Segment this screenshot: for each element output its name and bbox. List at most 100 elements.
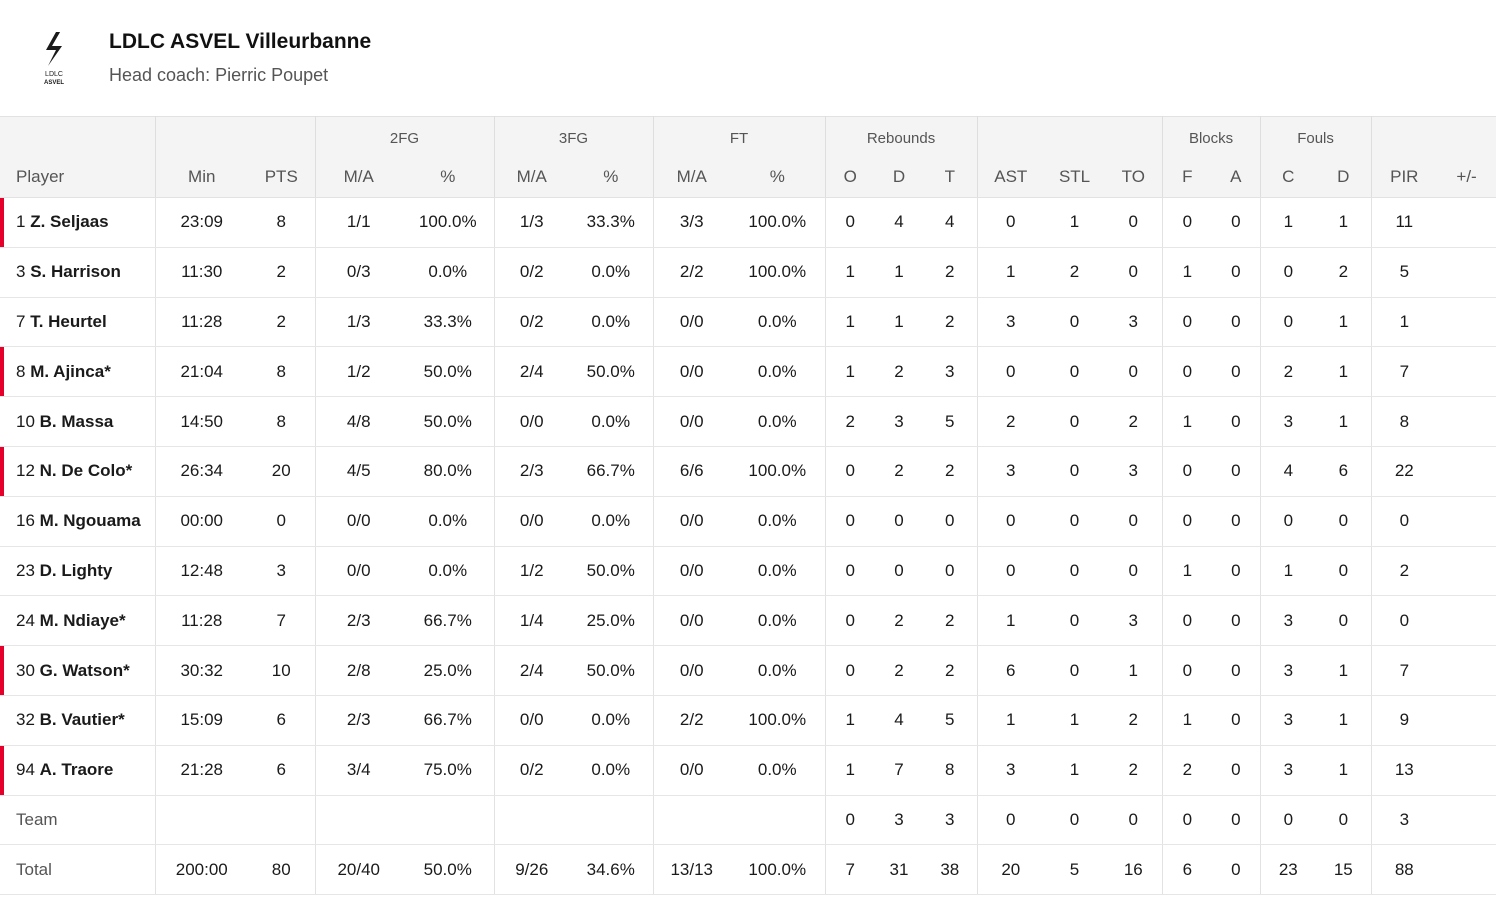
col-plus-minus-header: +/-	[1437, 156, 1496, 198]
col-reb-o-cell: 1	[824, 297, 876, 348]
col-3fg-pct-cell: 33.3%	[569, 197, 653, 248]
player-number: 1	[16, 212, 26, 232]
col-fouls-c-cell: 0	[1259, 496, 1317, 547]
col-ft-ma-cell: 0/0	[652, 595, 730, 647]
col-plus-minus-cell	[1437, 795, 1496, 846]
col-to-cell: 2	[1105, 396, 1163, 447]
col-pir-cell: 11	[1370, 197, 1438, 248]
table-row: Total 200:00 80 20/40 50.0% 9/26 34.6% 13/13 100…	[0, 844, 1496, 896]
col-2fg-ma-cell	[314, 795, 402, 846]
col-fouls-c-cell: 3	[1259, 396, 1317, 447]
col-reb-d-cell: 2	[875, 446, 924, 497]
col-stl-cell: 0	[1044, 446, 1106, 497]
col-3fg-ma-cell: 1/4	[493, 595, 569, 647]
col-ft-pct-cell: 0.0%	[730, 645, 826, 696]
col-ft-ma-header: M/A	[652, 156, 730, 198]
player-name-link[interactable]: M. Ajinca*	[30, 361, 111, 381]
col-to-cell: 3	[1105, 297, 1163, 348]
col-min-cell	[154, 795, 248, 846]
player-name-link[interactable]: S. Harrison	[30, 262, 121, 282]
col-pir-cell: 0	[1370, 496, 1438, 547]
col-ast-cell: 1	[976, 695, 1045, 746]
col-reb-o-cell: 0	[824, 496, 876, 547]
col-plus-minus-cell	[1437, 595, 1496, 647]
col-ast-cell: 0	[976, 795, 1045, 846]
player-name-link[interactable]: B. Vautier*	[39, 710, 125, 730]
col-3fg-pct-cell: 50.0%	[569, 346, 653, 398]
col-reb-t-cell: 5	[923, 396, 978, 447]
col-to-header: TO	[1105, 156, 1163, 198]
col-to-cell: 3	[1105, 446, 1163, 497]
col-stl-header: STL	[1044, 156, 1106, 198]
col-ft-pct-cell: 0.0%	[730, 346, 826, 398]
col-min-cell: 00:00	[154, 496, 248, 547]
col-ast-cell: 1	[976, 247, 1045, 298]
col-ft-ma-cell	[652, 795, 730, 846]
col-stl-cell: 0	[1044, 795, 1106, 846]
col-blk-a-cell: 0	[1212, 297, 1261, 348]
group-empty	[154, 116, 315, 157]
table-row: 16 M. Ngouama 00:00 0 0/0 0.0% 0/0 0.0% 0/0 0.0%…	[0, 496, 1496, 547]
player-name-link[interactable]: Z. Seljaas	[30, 212, 109, 232]
col-ast-cell: 3	[976, 446, 1045, 497]
col-fouls-d-cell: 2	[1316, 247, 1372, 298]
col-reb-d-cell: 4	[875, 197, 924, 248]
col-fouls-c-cell: 0	[1259, 297, 1317, 348]
col-ft-pct-cell: 100.0%	[730, 844, 826, 896]
col-3fg-ma-cell: 1/2	[493, 546, 569, 597]
col-ft-ma-cell: 0/0	[652, 396, 730, 447]
player-name-link[interactable]: M. Ngouama	[39, 511, 141, 531]
col-fouls-d-cell: 0	[1316, 595, 1372, 647]
col-3fg-ma-cell: 0/0	[493, 496, 569, 547]
group-2fg: 2FG	[314, 116, 494, 157]
col-3fg-ma-cell: 2/4	[493, 346, 569, 398]
col-fouls-d-cell: 1	[1316, 695, 1372, 746]
col-to-cell: 0	[1105, 197, 1163, 248]
player-cell: 3 S. Harrison	[0, 247, 155, 298]
col-reb-d-cell: 2	[875, 645, 924, 696]
col-reb-o-header: O	[824, 156, 876, 198]
col-reb-o-cell: 1	[824, 346, 876, 398]
col-ft-pct-cell: 0.0%	[730, 595, 826, 647]
col-ft-ma-cell: 0/0	[652, 346, 730, 398]
group-empty	[0, 116, 155, 157]
player-name-link[interactable]: A. Traore	[39, 760, 114, 780]
player-name-link[interactable]: B. Massa	[39, 411, 114, 431]
player-name-link[interactable]: D. Lighty	[39, 560, 113, 580]
col-fouls-c-cell: 4	[1259, 446, 1317, 497]
player-name-link[interactable]: G. Watson*	[39, 660, 130, 680]
player-cell: 30 G. Watson*	[0, 645, 155, 696]
col-ast-cell: 0	[976, 546, 1045, 597]
table-row: 30 G. Watson* 30:32 10 2/8 25.0% 2/4 50.0% 0/0 0…	[0, 645, 1496, 696]
player-name-link[interactable]: N. De Colo*	[39, 461, 133, 481]
col-min-header: Min	[154, 156, 248, 198]
col-2fg-ma-cell: 4/8	[314, 396, 402, 447]
col-blk-f-cell: 1	[1161, 247, 1213, 298]
col-3fg-ma-header: M/A	[493, 156, 569, 198]
col-3fg-pct-cell: 50.0%	[569, 645, 653, 696]
col-pts-cell: 7	[248, 595, 315, 647]
col-stl-cell: 1	[1044, 197, 1106, 248]
col-min-cell: 14:50	[154, 396, 248, 447]
col-min-cell: 11:28	[154, 595, 248, 647]
col-ft-pct-cell: 0.0%	[730, 546, 826, 597]
col-fouls-d-cell: 0	[1316, 496, 1372, 547]
col-3fg-pct-cell: 66.7%	[569, 446, 653, 497]
table-body: 1 Z. Seljaas 23:09 8 1/1 100.0% 1/3 33.3% 3/3 10…	[0, 197, 1496, 896]
player-name-link[interactable]: M. Ndiaye*	[39, 610, 126, 630]
col-blk-a-cell: 0	[1212, 446, 1261, 497]
col-blk-f-cell: 1	[1161, 546, 1213, 597]
player-number: 16	[16, 511, 35, 531]
player-name-link[interactable]: T. Heurtel	[30, 311, 107, 331]
col-3fg-ma-cell: 0/0	[493, 396, 569, 447]
col-blk-f-cell: 0	[1161, 496, 1213, 547]
col-min-cell: 23:09	[154, 197, 248, 248]
col-blk-f-header: F	[1161, 156, 1213, 198]
table-row: 94 A. Traore 21:28 6 3/4 75.0% 0/2 0.0% 0/0 0.0%…	[0, 745, 1496, 796]
col-pir-cell: 9	[1370, 695, 1438, 746]
col-stl-cell: 0	[1044, 595, 1106, 647]
player-number: 7	[16, 311, 26, 331]
col-pir-cell: 2	[1370, 546, 1438, 597]
col-to-cell: 3	[1105, 595, 1163, 647]
col-ft-ma-cell: 0/0	[652, 496, 730, 547]
